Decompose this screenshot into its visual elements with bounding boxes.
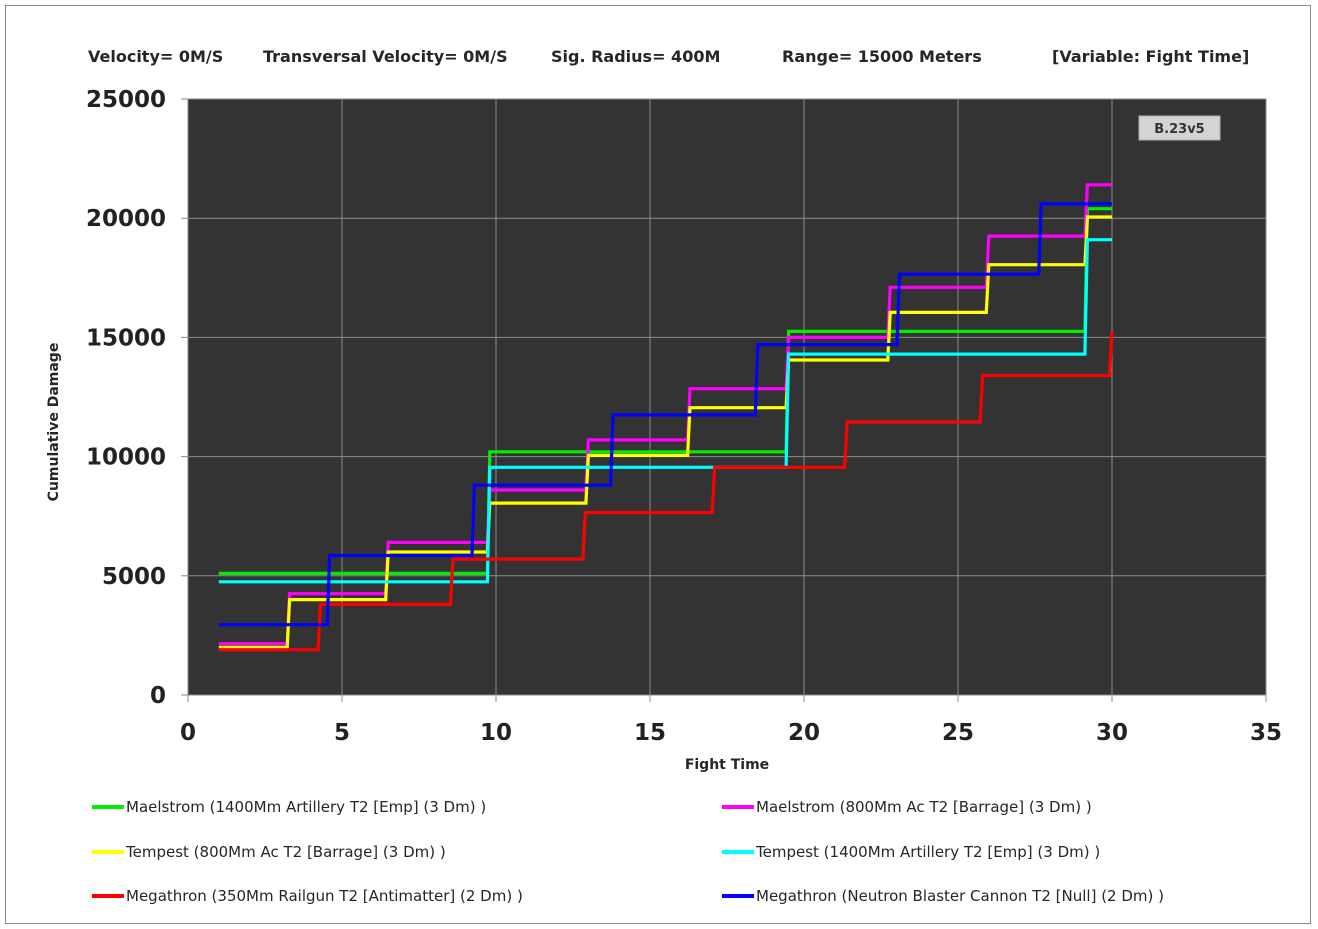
transversal-velocity-label: Transversal Velocity= 0M/S: [263, 47, 508, 66]
y-tick-label: 15000: [86, 325, 166, 351]
legend-label: Megathron (350Mm Railgun T2 [Antimatter]…: [126, 887, 523, 905]
version-badge-text: B.23v5: [1154, 122, 1204, 137]
series-line-4: [218, 238, 1112, 584]
y-tick-label: 25000: [86, 87, 166, 113]
legend-label: Megathron (Neutron Blaster Cannon T2 [Nu…: [756, 887, 1164, 905]
x-tick-label: 10: [480, 720, 512, 746]
y-axis-title: Cumulative Damage: [46, 343, 62, 502]
x-tick-label: 15: [634, 720, 666, 746]
y-tick-labels: 0 5000 10000 15000 20000 25000: [86, 87, 166, 709]
range-label: Range= 15000 Meters: [782, 47, 982, 66]
sig-radius-label: Sig. Radius= 400M: [551, 47, 720, 66]
y-tick-label: 10000: [86, 445, 166, 471]
x-tick-labels: 0 5 10 15 20 25 30 35: [180, 720, 1282, 746]
y-tick-label: 20000: [86, 206, 166, 232]
series-line-5: [218, 331, 1114, 652]
legend-label: Maelstrom (800Mm Ac T2 [Barrage] (3 Dm) …: [756, 798, 1092, 816]
x-axis-title: Fight Time: [685, 757, 769, 773]
legend-label: Tempest (1400Mm Artillery T2 [Emp] (3 Dm…: [755, 843, 1100, 861]
x-tick-label: 30: [1096, 720, 1128, 746]
velocity-label: Velocity= 0M/S: [88, 47, 223, 66]
legend-label: Tempest (800Mm Ac T2 [Barrage] (3 Dm) ): [125, 843, 446, 861]
series-line-6: [218, 202, 1112, 627]
y-tick-label: 5000: [102, 564, 166, 590]
series-lines: [218, 183, 1114, 652]
version-badge: [1138, 115, 1221, 141]
x-tick-label: 25: [942, 720, 974, 746]
legend: Maelstrom (1400Mm Artillery T2 [Emp] (3 …: [92, 798, 1164, 905]
x-tick-label: 0: [180, 720, 196, 746]
x-tick-label: 20: [788, 720, 820, 746]
x-tick-label: 35: [1250, 720, 1282, 746]
variable-label: [Variable: Fight Time]: [1052, 47, 1249, 66]
axes: [181, 98, 1267, 702]
y-tick-label: 0: [150, 683, 166, 709]
x-tick-label: 5: [334, 720, 350, 746]
legend-label: Maelstrom (1400Mm Artillery T2 [Emp] (3 …: [126, 798, 486, 816]
